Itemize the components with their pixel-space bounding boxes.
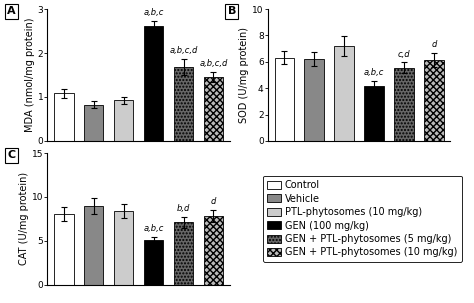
Bar [394, 68, 414, 141]
Text: a,b,c,d: a,b,c,d [199, 59, 228, 68]
Bar [334, 46, 354, 141]
Bar [84, 206, 103, 285]
Bar [204, 77, 223, 141]
Legend: Control, Vehicle, PTL-phytosomes (10 mg/kg), GEN (100 mg/kg), GEN + PTL-phytosom: Control, Vehicle, PTL-phytosomes (10 mg/… [263, 175, 462, 262]
Bar [204, 216, 223, 285]
Text: d: d [211, 197, 216, 206]
Bar [114, 101, 133, 141]
Text: a,b,c: a,b,c [364, 68, 384, 77]
Text: A: A [7, 6, 16, 16]
Text: C: C [7, 150, 15, 160]
Bar [365, 85, 384, 141]
Text: b,d: b,d [177, 204, 190, 213]
Bar [174, 67, 193, 141]
Text: a,b,c: a,b,c [144, 8, 164, 17]
Bar [424, 60, 444, 141]
Y-axis label: MDA (nmol/mg protein): MDA (nmol/mg protein) [25, 18, 35, 132]
Bar [144, 26, 164, 141]
Y-axis label: CAT (U/mg protein): CAT (U/mg protein) [19, 172, 29, 265]
Bar [114, 211, 133, 285]
Text: c,d: c,d [398, 49, 410, 58]
Y-axis label: SOD (U/mg protein): SOD (U/mg protein) [239, 27, 249, 123]
Text: d: d [431, 40, 437, 49]
Text: a,b,c,d: a,b,c,d [169, 46, 198, 55]
Bar [84, 105, 103, 141]
Text: B: B [228, 6, 236, 16]
Bar [54, 214, 73, 285]
Bar [304, 59, 324, 141]
Bar [274, 58, 294, 141]
Bar [144, 241, 164, 285]
Bar [54, 93, 73, 141]
Bar [174, 222, 193, 285]
Text: a,b,c: a,b,c [144, 224, 164, 233]
